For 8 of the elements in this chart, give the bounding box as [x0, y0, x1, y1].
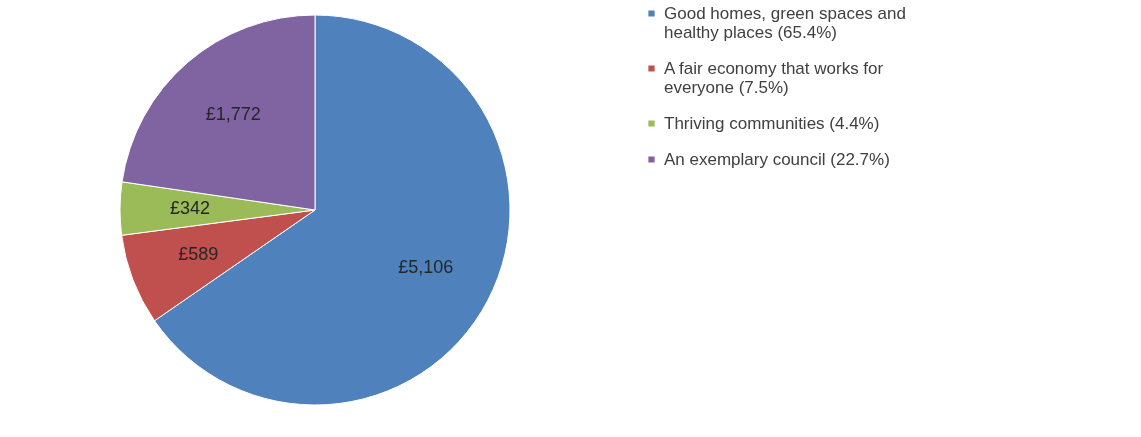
legend-label: Good homes, green spaces and healthy places (65.4%) [664, 3, 906, 42]
data-label: £589 [178, 243, 219, 264]
data-label: £342 [169, 198, 211, 219]
legend-label: Thriving communities (4.4%) [664, 113, 880, 133]
data-label: £1,772 [205, 104, 261, 125]
data-label: £5,106 [398, 257, 454, 278]
legend-label: A fair economy that works for everyone (7.5%) [664, 58, 884, 97]
legend-label: An exemplary council (22.7%) [664, 149, 890, 169]
